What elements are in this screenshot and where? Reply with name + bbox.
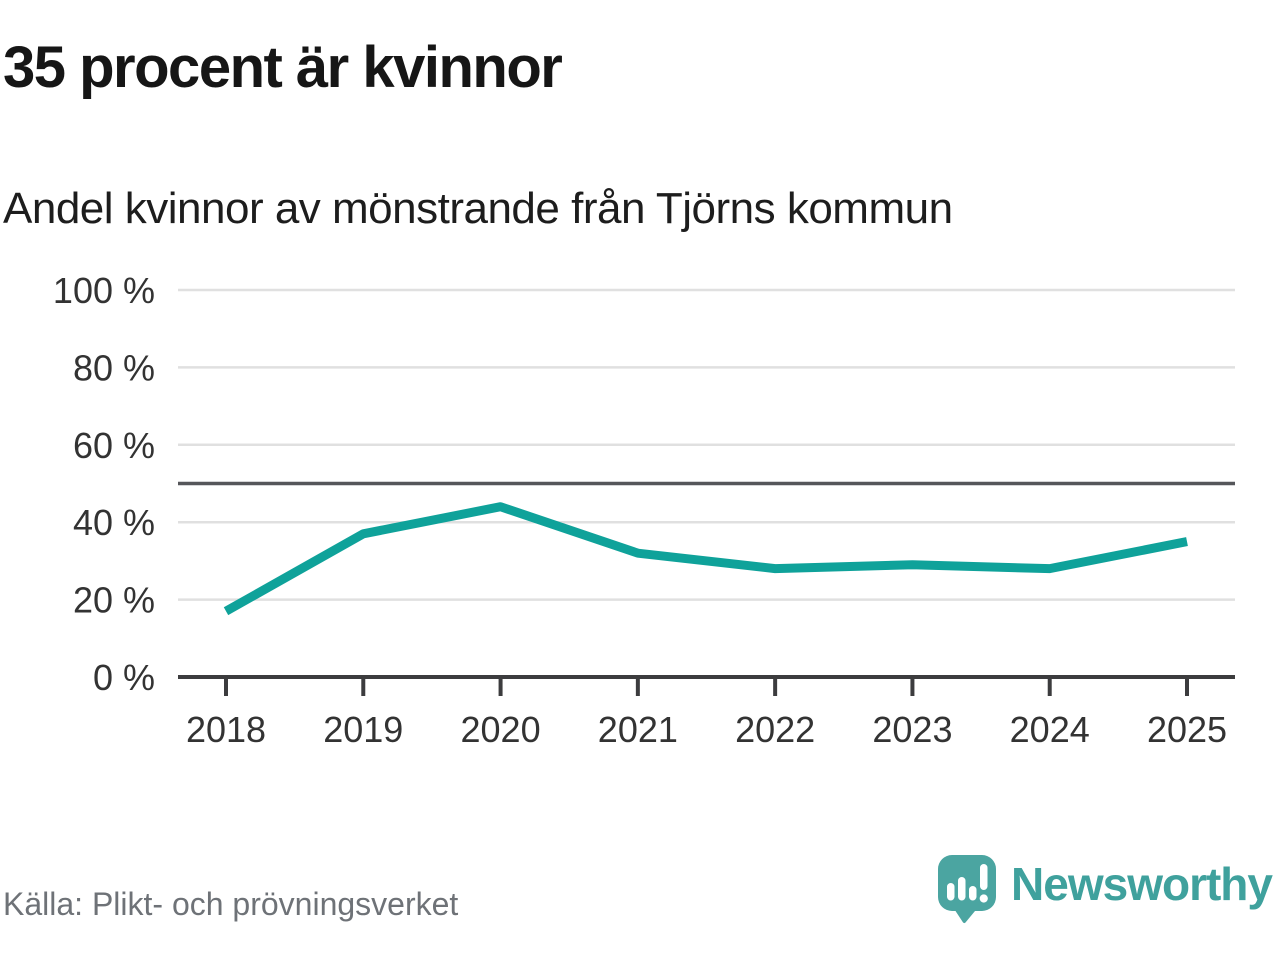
source-note: Källa: Plikt- och prövningsverket <box>3 886 459 922</box>
chart-subtitle: Andel kvinnor av mönstrande från Tjörns … <box>3 184 953 233</box>
x-tick-label: 2024 <box>1010 709 1090 750</box>
y-tick-label: 100 % <box>53 270 155 311</box>
x-tick-label: 2020 <box>461 709 541 750</box>
newsworthy-logo-icon <box>938 855 997 924</box>
data-line-andel-kvinnor-av-mönstrande <box>223 502 1188 616</box>
x-tick-label: 2018 <box>186 709 266 750</box>
x-tick-label: 2022 <box>735 709 815 750</box>
brand-footer: Newsworthy <box>937 854 1273 924</box>
x-tick-label: 2023 <box>872 709 952 750</box>
brand-name: Newsworthy <box>1011 858 1273 910</box>
x-tick-label: 2025 <box>1147 709 1227 750</box>
chart-title: 35 procent är kvinnor <box>3 35 563 100</box>
x-tick-label: 2019 <box>323 709 403 750</box>
y-tick-label: 60 % <box>73 425 155 466</box>
y-tick-label: 80 % <box>73 347 155 388</box>
y-tick-label: 40 % <box>73 502 155 543</box>
y-tick-label: 0 % <box>93 657 155 698</box>
y-tick-label: 20 % <box>73 580 155 621</box>
x-tick-label: 2021 <box>598 709 678 750</box>
